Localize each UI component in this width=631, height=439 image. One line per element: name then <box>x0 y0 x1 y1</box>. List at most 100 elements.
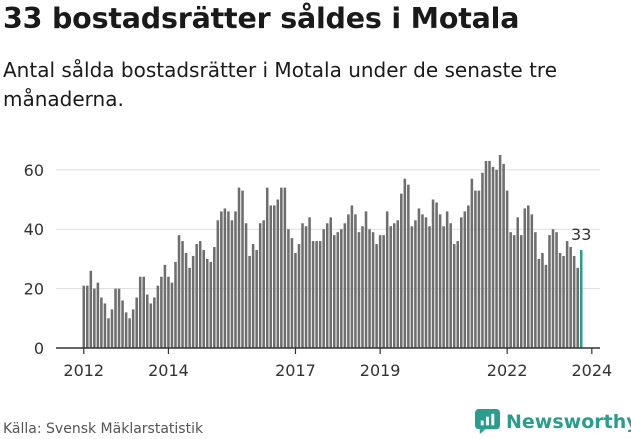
bar <box>407 184 410 348</box>
bar <box>86 285 89 348</box>
bar <box>565 241 569 348</box>
bar <box>354 214 357 348</box>
bar <box>315 241 318 348</box>
bar <box>537 258 541 348</box>
source-note: Källa: Svensk Mäklarstatistik <box>3 421 204 437</box>
bar <box>534 232 537 348</box>
page-title: 33 bostadsrätter såldes i Motala <box>3 2 520 35</box>
bar <box>421 214 424 348</box>
bar <box>385 211 389 348</box>
bar <box>505 190 509 348</box>
bar <box>107 318 110 348</box>
bar <box>114 288 117 348</box>
bars <box>82 154 583 348</box>
bar <box>350 205 354 348</box>
bar <box>400 193 403 348</box>
bar <box>234 211 237 348</box>
bar <box>177 235 181 348</box>
bar <box>290 238 294 348</box>
bar <box>227 211 230 348</box>
bar <box>301 223 304 348</box>
bar <box>428 226 431 348</box>
bar <box>135 297 138 348</box>
bar <box>456 241 460 348</box>
bar <box>304 226 308 348</box>
bar <box>156 285 160 348</box>
bar <box>445 211 449 348</box>
y-tick-label: 0 <box>34 339 44 358</box>
bar <box>89 270 93 348</box>
bar-highlight <box>579 250 583 348</box>
bar <box>576 267 579 348</box>
bar <box>160 276 163 348</box>
bar <box>357 232 361 348</box>
bar <box>318 241 322 348</box>
bar <box>280 187 283 348</box>
newsworthy-logo-icon <box>475 409 500 434</box>
bar <box>188 267 191 348</box>
x-tick-label: 2014 <box>148 361 189 380</box>
bar <box>396 220 400 348</box>
bar <box>174 261 177 348</box>
bar <box>424 217 428 348</box>
bar <box>541 252 544 348</box>
bar <box>93 288 96 348</box>
bar <box>502 163 505 348</box>
bar <box>283 187 287 348</box>
bar <box>325 223 329 348</box>
bar <box>265 187 269 348</box>
bar <box>414 220 417 348</box>
bar <box>530 214 534 348</box>
bar <box>191 255 195 348</box>
bar <box>308 217 311 348</box>
bar <box>488 160 491 348</box>
newsworthy-logo: Newsworthy <box>475 409 631 434</box>
bar <box>322 229 325 348</box>
bar <box>311 241 315 348</box>
bar <box>255 250 258 348</box>
bar <box>329 217 333 348</box>
bar <box>244 223 248 348</box>
y-axis-ticks: 0 20 40 60 <box>24 161 44 358</box>
bar <box>519 235 523 348</box>
bar <box>336 232 340 348</box>
x-tick-label: 2022 <box>487 361 528 380</box>
bar <box>410 226 414 348</box>
bar <box>205 258 209 348</box>
bar <box>431 199 435 348</box>
bar <box>220 211 223 348</box>
bar <box>442 226 445 348</box>
bar <box>184 252 188 348</box>
bar <box>163 264 167 348</box>
bar <box>213 247 216 348</box>
bar <box>294 252 297 348</box>
bar <box>572 255 576 348</box>
bar <box>382 235 385 348</box>
bar <box>562 255 565 348</box>
bar <box>498 154 502 348</box>
bar <box>149 303 153 348</box>
bar <box>512 235 516 348</box>
bar <box>223 208 227 348</box>
bar <box>241 190 244 348</box>
bar <box>449 223 452 348</box>
bar <box>378 235 382 348</box>
bar <box>392 223 396 348</box>
bar <box>258 223 262 348</box>
bar <box>332 235 336 348</box>
bar <box>209 261 213 348</box>
bar <box>371 232 375 348</box>
bar <box>509 232 512 348</box>
bar <box>491 166 495 348</box>
bar <box>237 187 241 348</box>
chart-subtitle: Antal sålda bostadsrätter i Motala under… <box>3 58 557 111</box>
bar <box>248 255 251 348</box>
bar <box>170 282 174 348</box>
bar <box>230 220 234 348</box>
bar <box>375 244 378 348</box>
bar <box>544 264 548 348</box>
bar <box>548 235 551 348</box>
bar <box>527 205 530 348</box>
bar <box>495 169 498 348</box>
bar <box>202 250 205 348</box>
